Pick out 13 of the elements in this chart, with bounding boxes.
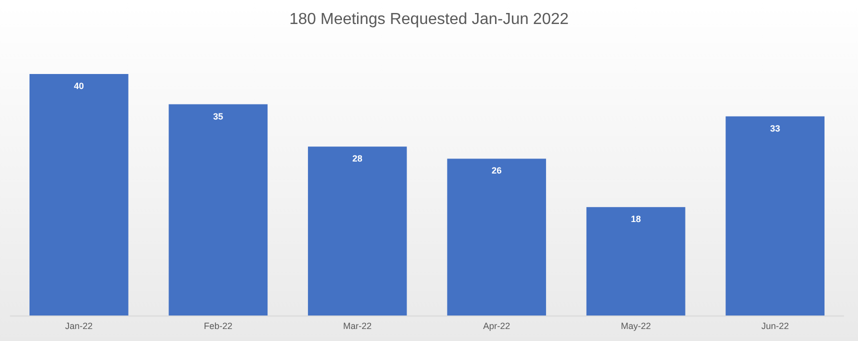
data-label: 33: [770, 123, 780, 134]
data-label: 40: [74, 81, 84, 91]
x-tick-label: Jun-22: [761, 321, 789, 331]
x-tick-label: Apr-22: [483, 321, 510, 331]
chart-title: 180 Meetings Requested Jan-Jun 2022: [289, 11, 569, 28]
data-label: 28: [352, 154, 362, 164]
x-tick-label: May-22: [620, 321, 651, 331]
x-tick-label: Feb-22: [204, 321, 232, 331]
data-label: 18: [630, 214, 641, 224]
x-tick-label: Jan-22: [65, 321, 93, 331]
data-label: 26: [492, 166, 502, 176]
x-tick-label: Mar-22: [343, 321, 372, 331]
data-label: 35: [213, 111, 224, 122]
